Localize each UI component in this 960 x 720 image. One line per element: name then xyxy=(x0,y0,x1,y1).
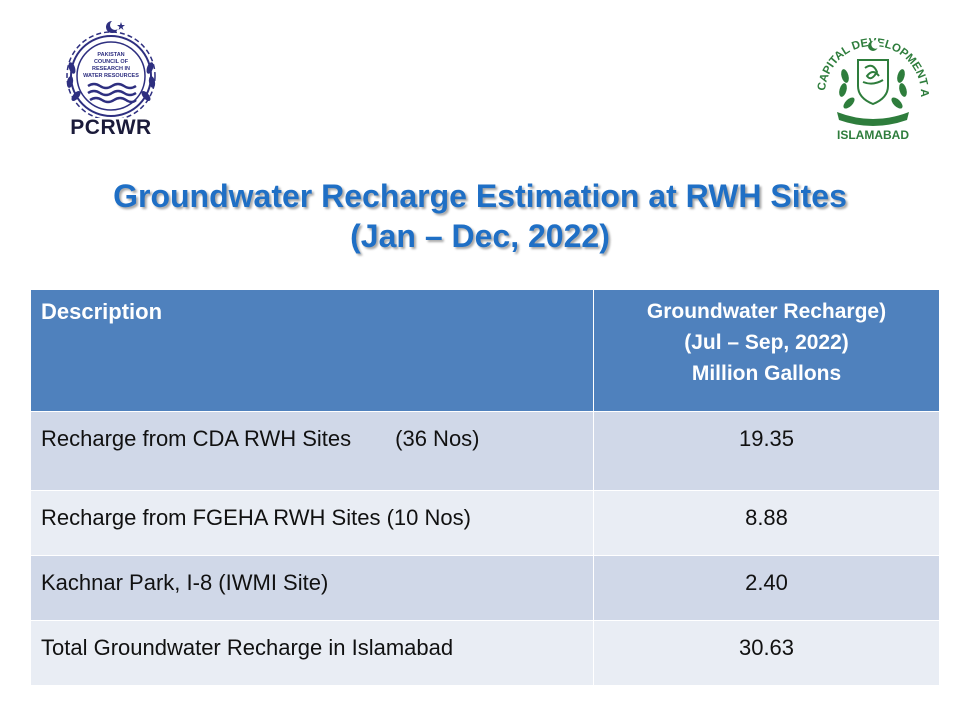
row-description: Recharge from CDA RWH Sites (36 Nos) xyxy=(30,411,594,491)
pcrwr-acronym: PCRWR xyxy=(70,116,152,139)
header-description: Description xyxy=(30,289,594,412)
page-title: Groundwater Recharge Estimation at RWH S… xyxy=(0,176,960,256)
seal-text-4: WATER RESOURCES xyxy=(83,73,139,79)
pcrwr-logo: PAKISTAN COUNCIL OF RESEARCH IN WATER RE… xyxy=(46,18,176,140)
cda-seal-icon: CAPITAL DEVELOPMENT AUTHORITY ISLAMABAD xyxy=(799,7,931,142)
svg-text:CAPITAL DEVELOPMENT AUTHORITY: CAPITAL DEVELOPMENT AUTHORITY xyxy=(803,16,930,97)
title-line-1: Groundwater Recharge Estimation at RWH S… xyxy=(113,178,847,214)
header-recharge-line-3: Million Gallons xyxy=(691,362,842,385)
row-value: 2.40 xyxy=(593,555,940,621)
seal-text-2: COUNCIL OF xyxy=(94,59,129,65)
table-row: Recharge from CDA RWH Sites (36 Nos) 19.3… xyxy=(30,411,940,491)
table-header-row: Description Groundwater Recharge) (Jul –… xyxy=(30,289,940,412)
row-value: 19.35 xyxy=(593,411,940,491)
cda-bottom-text: ISLAMABAD xyxy=(837,128,909,142)
seal-text-3: RESEARCH IN xyxy=(92,66,130,72)
recharge-table: Description Groundwater Recharge) (Jul –… xyxy=(30,289,940,686)
row-description: Kachnar Park, I-8 (IWMI Site) xyxy=(30,555,594,621)
header-recharge-line-1: Groundwater Recharge) xyxy=(646,300,887,323)
pcrwr-seal-icon: PAKISTAN COUNCIL OF RESEARCH IN WATER RE… xyxy=(66,20,156,118)
table-row: Recharge from FGEHA RWH Sites (10 Nos) 8… xyxy=(30,490,940,556)
header-recharge-line-2: (Jul – Sep, 2022) xyxy=(684,331,849,354)
header-recharge: Groundwater Recharge) (Jul – Sep, 2022) … xyxy=(593,289,940,412)
row-description-text: Recharge from CDA RWH Sites xyxy=(41,426,352,451)
row-value: 30.63 xyxy=(593,620,940,686)
cda-logo: CAPITAL DEVELOPMENT AUTHORITY ISLAMABAD xyxy=(799,7,943,144)
row-value: 8.88 xyxy=(593,490,940,556)
table-row-total: Total Groundwater Recharge in Islamabad … xyxy=(30,620,940,686)
seal-text-1: PAKISTAN xyxy=(97,52,124,58)
row-description: Recharge from FGEHA RWH Sites (10 Nos) xyxy=(30,490,594,556)
row-count: (36 Nos) xyxy=(395,426,480,451)
cda-ring-text: CAPITAL DEVELOPMENT AUTHORITY xyxy=(799,7,931,97)
title-line-2: (Jan – Dec, 2022) xyxy=(350,218,610,254)
table-row: Kachnar Park, I-8 (IWMI Site) 2.40 xyxy=(30,555,940,621)
row-description: Total Groundwater Recharge in Islamabad xyxy=(30,620,594,686)
